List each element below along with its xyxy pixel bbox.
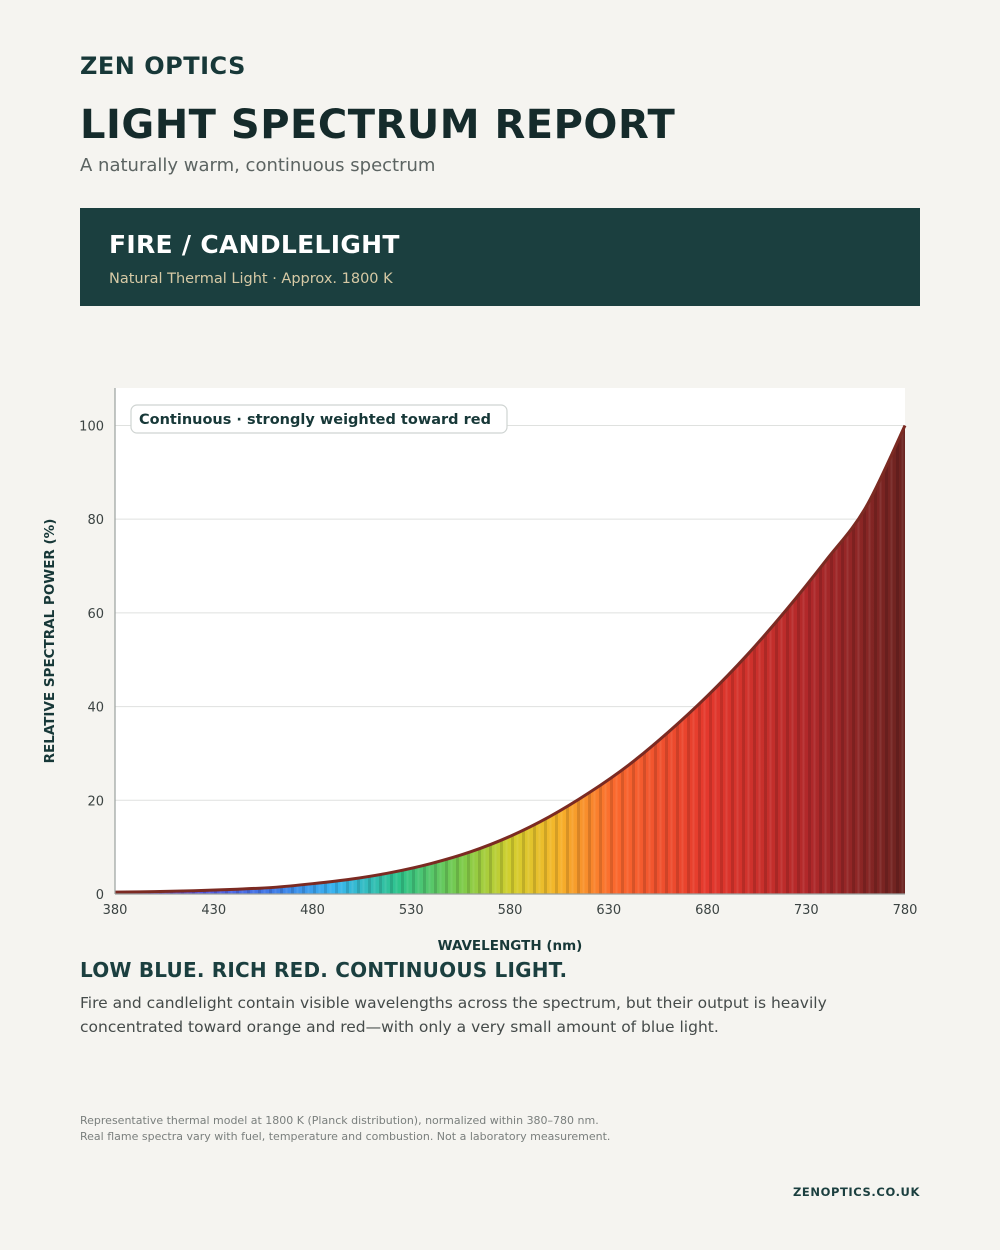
x-axis-label: WAVELENGTH (nm)	[438, 938, 583, 954]
spectrum-curve	[114, 424, 907, 894]
annotation-box	[130, 404, 508, 434]
x-tick-label: 430	[201, 903, 226, 918]
y-axis-label: RELATIVE SPECTRAL POWER (%)	[42, 519, 58, 764]
y-tick-label: 20	[87, 794, 104, 809]
x-tick-label: 380	[103, 903, 128, 918]
x-tick-label: 480	[300, 903, 325, 918]
y-tick-label: 40	[87, 701, 104, 716]
x-tick-label: 580	[498, 903, 523, 918]
spectrum-chart: 380 430 480 530 580 630 680 730 780 0 20 40 60 80 100…	[42, 388, 918, 954]
axes	[114, 388, 905, 895]
spectrum-area	[114, 424, 907, 894]
x-tick-label: 530	[399, 903, 424, 918]
footnote-line-2: Real flame spectra vary with fuel, tempe…	[80, 1130, 611, 1143]
y-tick-labels: 0 20 40 60 80 100	[79, 419, 104, 903]
light-source-banner: FIRE / CANDLELIGHT Natural Thermal Light…	[80, 208, 920, 306]
x-tick-label: 730	[794, 903, 819, 918]
x-tick-label: 680	[695, 903, 720, 918]
brand-logo-text: ZEN OPTICS	[80, 52, 246, 80]
annotation-text: Continuous · strongly weighted toward re…	[139, 412, 491, 428]
y-tick-label: 0	[96, 888, 104, 903]
spectrum-stripes	[115, 425, 905, 894]
x-tick-labels: 380 430 480 530 580 630 680 730 780	[103, 903, 918, 918]
section-heading: LOW BLUE. RICH RED. CONTINUOUS LIGHT.	[80, 958, 568, 982]
x-tick-label: 780	[893, 903, 918, 918]
banner-title: FIRE / CANDLELIGHT	[109, 230, 400, 259]
x-tick-label: 630	[596, 903, 621, 918]
section-body: Fire and candlelight contain visible wav…	[80, 994, 827, 1036]
chart-annotation: Continuous · strongly weighted toward re…	[130, 404, 508, 434]
banner-subtitle: Natural Thermal Light · Approx. 1800 K	[109, 271, 393, 287]
footnote: Representative thermal model at 1800 K (…	[80, 1113, 780, 1145]
y-tick-label: 100	[79, 419, 104, 434]
y-tick-label: 60	[87, 607, 104, 622]
footnote-line-1: Representative thermal model at 1800 K (…	[80, 1114, 599, 1127]
y-tick-label: 80	[87, 513, 104, 528]
website-link[interactable]: ZENOPTICS.CO.UK	[792, 1185, 920, 1199]
page-subtitle: A naturally warm, continuous spectrum	[80, 155, 436, 176]
page-title: LIGHT SPECTRUM REPORT	[80, 102, 676, 148]
